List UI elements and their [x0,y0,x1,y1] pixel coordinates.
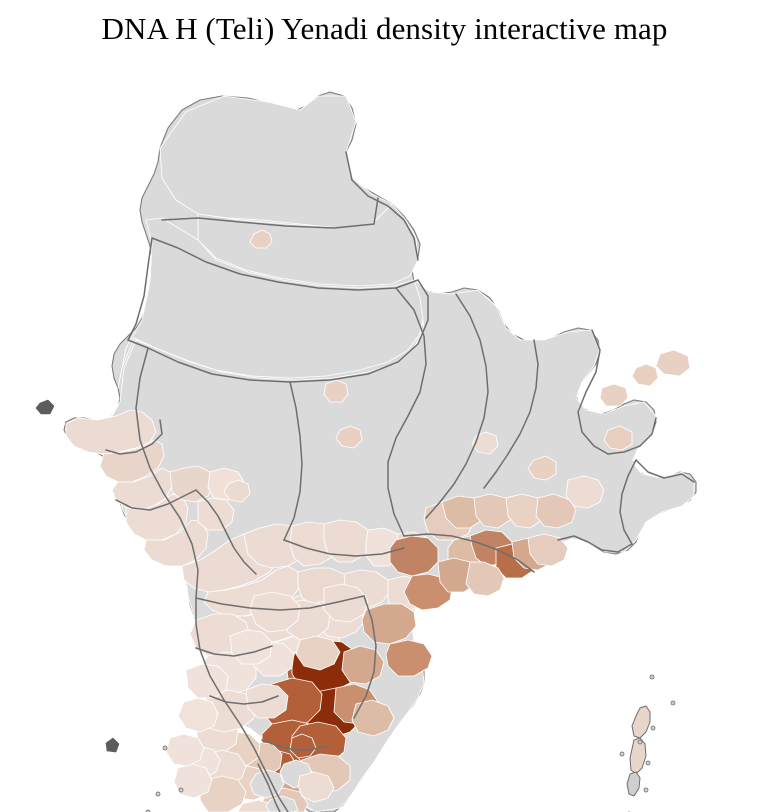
region-group-odisha[interactable] [389,475,605,611]
india-choropleth-map[interactable] [0,48,769,812]
andaman-nicobar-islands[interactable] [619,674,676,812]
page-title: DNA H (Teli) Yenadi density interactive … [101,11,668,46]
region-group-telangana[interactable] [249,583,369,671]
scattered-highlight-districts[interactable] [223,229,691,503]
lakshadweep-islands[interactable] [145,745,184,812]
state-boundaries [105,151,695,812]
region-group-tamilnadu[interactable] [165,717,351,812]
